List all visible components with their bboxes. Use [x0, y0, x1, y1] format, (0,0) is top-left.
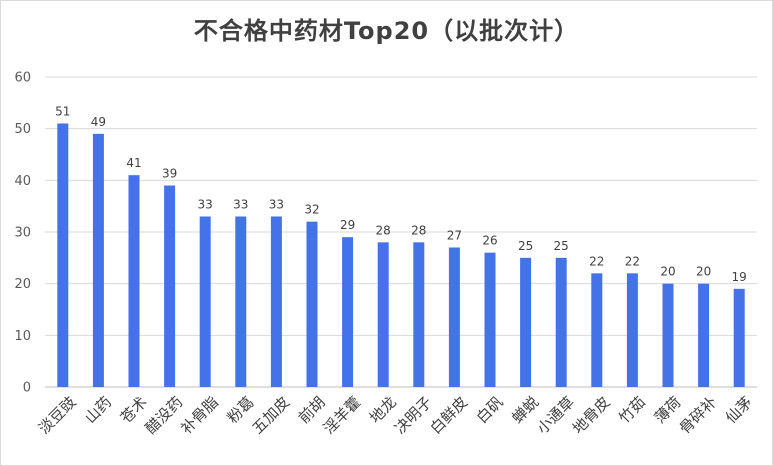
bar [626, 273, 638, 387]
data-label: 20 [660, 265, 675, 279]
x-tick-label: 小通草 [533, 393, 578, 438]
x-tick-label: 竹茹 [615, 393, 649, 427]
bar [164, 185, 176, 387]
x-tick-label: 五加皮 [249, 393, 294, 438]
bar [555, 257, 567, 387]
data-label: 33 [233, 198, 248, 212]
data-label: 19 [732, 270, 747, 284]
y-tick-label: 0 [23, 381, 31, 396]
data-label: 49 [91, 115, 106, 129]
x-tick-label: 醋没药 [142, 393, 187, 438]
data-label: 28 [376, 223, 391, 237]
y-tick-label: 40 [14, 174, 31, 189]
bar [413, 242, 425, 387]
x-tick-label: 淡豆豉 [35, 393, 80, 438]
data-label: 39 [162, 167, 177, 181]
data-label: 25 [518, 239, 533, 253]
data-label: 33 [269, 198, 284, 212]
data-label: 22 [589, 254, 604, 268]
x-tick-label: 地骨皮 [569, 393, 614, 438]
bar [270, 216, 282, 387]
x-tick-label: 淫羊藿 [320, 393, 365, 438]
chart-title: 不合格中药材Top20（以批次计） [193, 17, 580, 45]
y-tick-label: 60 [14, 71, 31, 86]
data-label: 27 [447, 229, 462, 243]
bar [484, 252, 496, 387]
x-tick-label: 山药 [81, 393, 115, 427]
x-tick-label: 决明子 [391, 393, 436, 438]
bar [306, 221, 318, 387]
y-tick-label: 10 [14, 329, 31, 344]
x-tick-label: 仙茅 [722, 393, 756, 427]
bar [733, 288, 745, 387]
data-label: 26 [482, 234, 497, 248]
y-tick-label: 30 [14, 226, 31, 241]
bar [128, 175, 140, 387]
data-label: 29 [340, 218, 355, 232]
data-label: 41 [126, 156, 141, 170]
bar [342, 237, 354, 387]
x-tick-label: 白鲜皮 [427, 393, 472, 438]
y-tick-label: 50 [14, 122, 31, 137]
bar [662, 283, 674, 387]
x-tick-label: 骨碎补 [676, 393, 721, 438]
data-label: 51 [55, 105, 70, 119]
bar [520, 257, 532, 387]
y-tick-label: 20 [14, 277, 31, 292]
x-tick-label: 补骨脂 [177, 393, 222, 438]
bar [698, 283, 710, 387]
data-label: 20 [696, 265, 711, 279]
bar [591, 273, 603, 387]
data-label: 22 [625, 254, 640, 268]
bar [92, 133, 104, 387]
bar [448, 247, 460, 387]
bar [377, 242, 389, 387]
data-label: 32 [304, 203, 319, 217]
x-tick-label: 白矾 [473, 393, 507, 427]
data-label: 33 [198, 198, 213, 212]
data-label: 25 [554, 239, 569, 253]
bar [235, 216, 247, 387]
bar [57, 123, 69, 387]
bar [199, 216, 211, 387]
data-label: 28 [411, 223, 426, 237]
